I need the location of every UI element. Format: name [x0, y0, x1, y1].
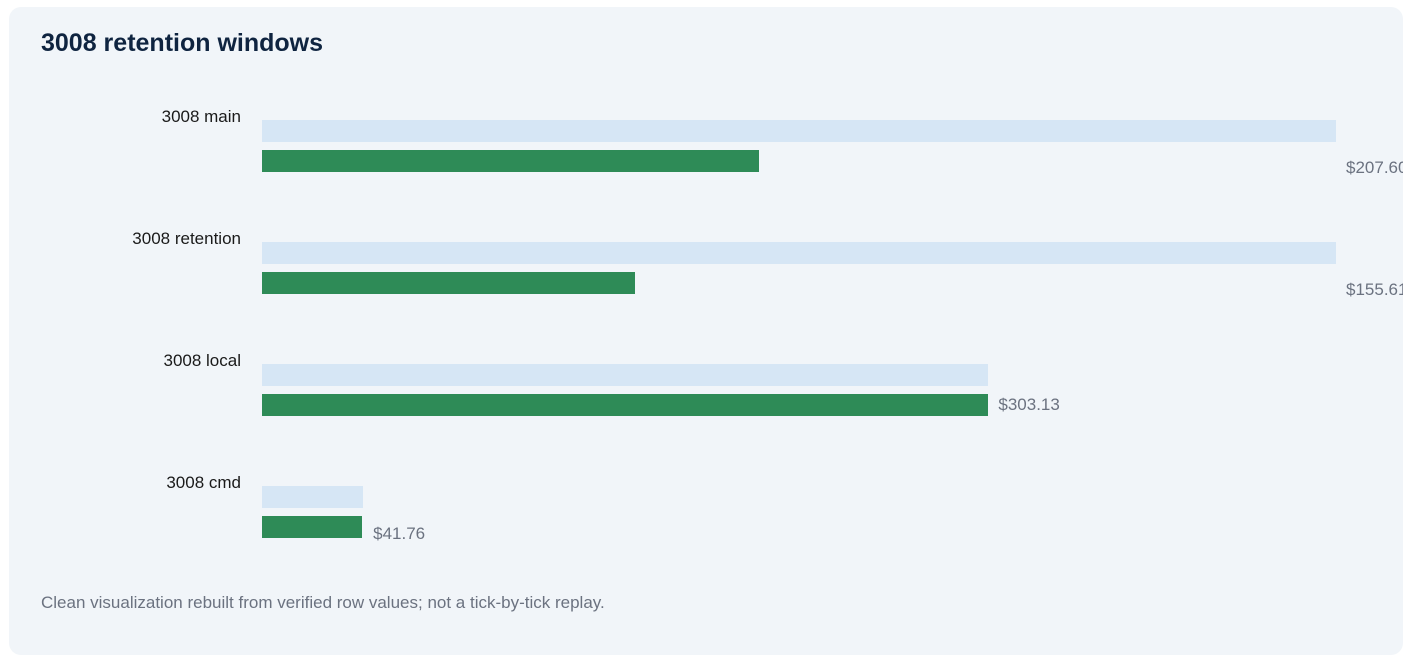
bar-value-label: $41.76	[373, 524, 426, 543]
bar-value	[262, 272, 635, 294]
bar-value-label: $303.13	[998, 395, 1060, 414]
bar-value	[262, 516, 363, 538]
bar-reference	[262, 120, 1336, 142]
bar-value-label: $155.61	[1346, 280, 1403, 299]
footnote: Clean visualization rebuilt from verifie…	[41, 593, 605, 612]
category-label: 3008 retention	[132, 229, 241, 248]
category-label: 3008 local	[163, 351, 241, 370]
bar-reference	[262, 242, 1336, 264]
bar-value	[262, 394, 989, 416]
category-label: 3008 main	[161, 107, 241, 126]
chart-title: 3008 retention windows	[41, 29, 324, 57]
bar-reference	[262, 486, 364, 508]
category-label: 3008 cmd	[166, 473, 241, 492]
chart-card: 3008 retention windows 3008 main $207.60 3…	[9, 7, 1403, 655]
bar-value-label: $207.60	[1346, 158, 1403, 177]
bar-reference	[262, 364, 989, 386]
bar-value	[262, 150, 760, 172]
